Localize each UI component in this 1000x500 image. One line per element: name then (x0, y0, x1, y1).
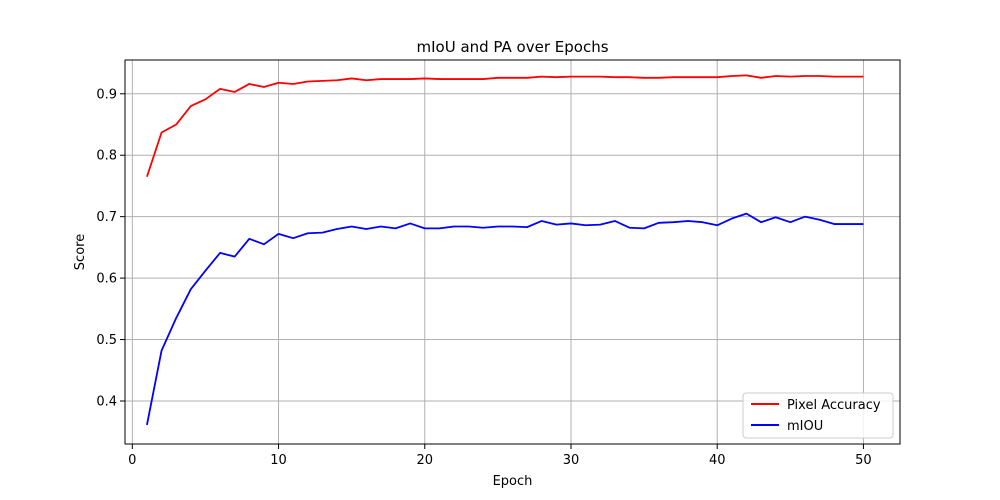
x-axis-label: Epoch (493, 474, 533, 489)
y-tick-label: 0.9 (96, 87, 117, 102)
ticks: 0 10 20 30 40 50 0.4 0.5 0.6 0.7 0.8 0.9 (96, 87, 871, 468)
plot-frame (124, 59, 901, 445)
y-tick-label: 0.4 (96, 394, 117, 409)
legend-label-pixel-accuracy: Pixel Accuracy (787, 398, 881, 413)
series-layer (146, 74, 864, 426)
y-tick-label: 0.7 (96, 210, 117, 225)
y-tick-label: 0.5 (96, 333, 117, 348)
y-tick-label: 0.6 (96, 272, 117, 287)
y-axis-label: Score (73, 234, 88, 270)
x-tick-label: 20 (416, 453, 433, 468)
legend-label-miou: mIOU (787, 419, 823, 434)
series-line-pixel-accuracy (146, 74, 864, 178)
y-tick-label: 0.8 (96, 149, 117, 164)
chart-title: mIoU and PA over Epochs (416, 38, 608, 56)
x-tick-label: 0 (128, 453, 136, 468)
legend: Pixel Accuracy mIOU (742, 392, 894, 439)
x-tick-label: 30 (563, 453, 580, 468)
x-tick-label: 50 (855, 453, 872, 468)
series-line-miou (146, 212, 864, 426)
legend-box (742, 392, 894, 439)
x-tick-label: 10 (270, 453, 287, 468)
x-tick-label: 40 (709, 453, 726, 468)
